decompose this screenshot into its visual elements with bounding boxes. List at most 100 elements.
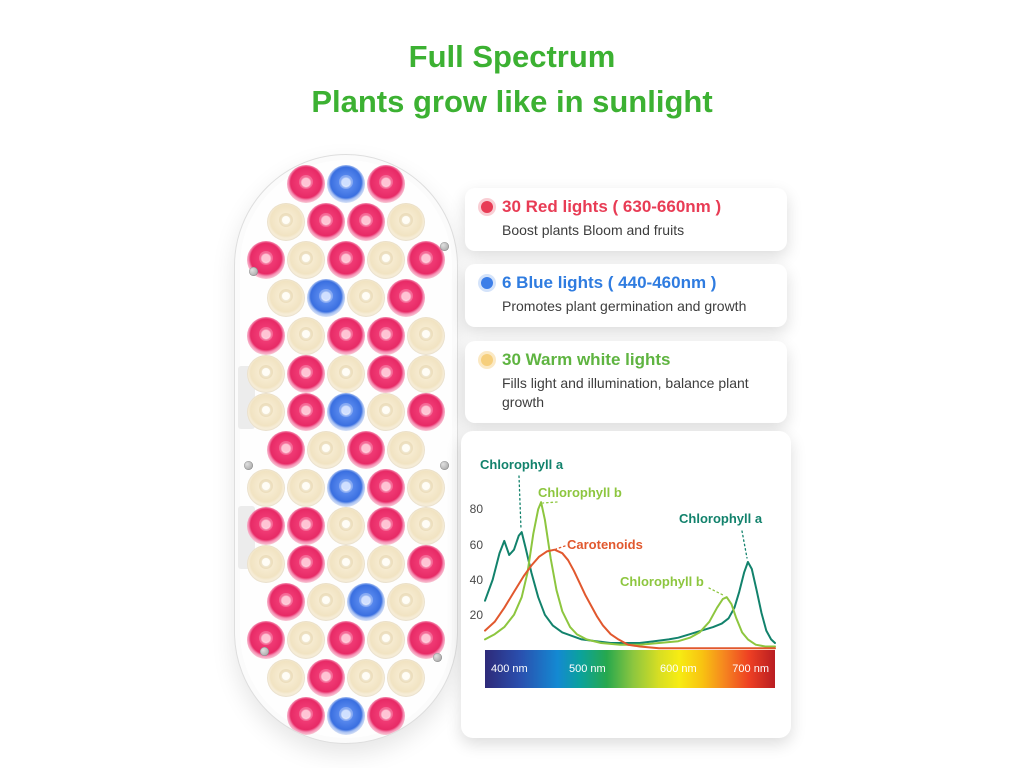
led-warm-white xyxy=(287,241,325,279)
led-warm-white xyxy=(347,279,385,317)
feature-title-row: 30 Warm white lights xyxy=(481,350,771,370)
led-row xyxy=(247,317,445,355)
feature-title-text: 6 Blue lights ( 440-460nm ) xyxy=(502,273,717,292)
x-tick-600nm: 600 nm xyxy=(660,663,697,675)
series-carotenoids xyxy=(484,548,776,650)
led-warm-white xyxy=(407,469,445,507)
annotation-chlorophyll-b-left: Chlorophyll b xyxy=(538,485,622,500)
led-red xyxy=(247,507,285,545)
series-chlorophyll-a xyxy=(484,531,776,644)
led-red xyxy=(347,431,385,469)
annotation-chlorophyll-b-right: Chlorophyll b xyxy=(620,574,704,589)
led-row xyxy=(287,697,405,735)
led-row xyxy=(267,583,425,621)
led-red xyxy=(367,317,405,355)
led-warm-white xyxy=(367,393,405,431)
led-red xyxy=(267,583,305,621)
led-red xyxy=(407,393,445,431)
title-line-2: Plants grow like in sunlight xyxy=(311,84,713,119)
led-red xyxy=(327,241,365,279)
leader-line xyxy=(518,475,522,530)
led-blue xyxy=(327,393,365,431)
led-warm-white xyxy=(287,469,325,507)
led-red xyxy=(327,317,365,355)
led-warm-white xyxy=(267,203,305,241)
spectrum-axis-bar: 400 nm 500 nm 600 nm 700 nm xyxy=(485,650,775,688)
led-red xyxy=(287,697,325,735)
x-tick-500nm: 500 nm xyxy=(569,663,606,675)
screw-icon xyxy=(249,267,258,276)
feature-description: Promotes plant germination and growth xyxy=(502,298,747,314)
feature-title-text: 30 Warm white lights xyxy=(502,350,671,369)
led-red xyxy=(387,279,425,317)
led-red xyxy=(407,545,445,583)
led-warm-white xyxy=(267,279,305,317)
screw-icon xyxy=(244,461,253,470)
led-grid xyxy=(235,165,457,735)
led-red xyxy=(367,507,405,545)
annotation-chlorophyll-a-right: Chlorophyll a xyxy=(679,511,763,526)
led-blue xyxy=(307,279,345,317)
leader-line xyxy=(741,530,748,559)
led-red xyxy=(287,165,325,203)
led-row xyxy=(247,241,445,279)
led-row xyxy=(267,279,425,317)
x-tick-700nm: 700 nm xyxy=(732,663,769,675)
led-row xyxy=(247,469,445,507)
led-red xyxy=(367,355,405,393)
led-warm-white xyxy=(327,355,365,393)
led-warm-white xyxy=(307,583,345,621)
led-blue xyxy=(327,469,365,507)
led-warm-white xyxy=(407,507,445,545)
led-red xyxy=(307,203,345,241)
screw-icon xyxy=(433,653,442,662)
feature-description: Fills light and illumination, balance pl… xyxy=(502,375,749,410)
led-red xyxy=(287,393,325,431)
led-warm-white xyxy=(347,659,385,697)
leader-line xyxy=(555,545,566,550)
led-red xyxy=(407,241,445,279)
led-warm-white xyxy=(407,317,445,355)
feature-title-row: 30 Red lights ( 630-660nm ) xyxy=(481,197,771,217)
led-warm-white xyxy=(387,431,425,469)
absorption-spectrum-chart: 80 60 40 20 400 nm 500 nm 600 nm 700 nm … xyxy=(469,445,781,695)
page-title: Full Spectrum Plants grow like in sunlig… xyxy=(0,34,1024,124)
absorption-spectrum-card: 80 60 40 20 400 nm 500 nm 600 nm 700 nm … xyxy=(461,431,791,738)
led-warm-white xyxy=(407,355,445,393)
screw-icon xyxy=(260,647,269,656)
y-tick-40: 40 xyxy=(469,573,483,587)
feature-title-text: 30 Red lights ( 630-660nm ) xyxy=(502,197,722,216)
feature-card-warm-white-lights: 30 Warm white lights Fills light and ill… xyxy=(465,341,787,423)
annotation-chlorophyll-a-left: Chlorophyll a xyxy=(480,457,564,472)
led-warm-white xyxy=(367,545,405,583)
red-light-dot-icon xyxy=(481,201,493,213)
led-red xyxy=(307,659,345,697)
led-red xyxy=(287,545,325,583)
led-row xyxy=(247,545,445,583)
led-row xyxy=(247,393,445,431)
led-warm-white xyxy=(267,659,305,697)
y-tick-80: 80 xyxy=(469,502,483,516)
led-warm-white xyxy=(287,621,325,659)
led-warm-white xyxy=(367,241,405,279)
led-red xyxy=(287,507,325,545)
led-warm-white xyxy=(327,507,365,545)
feature-card-blue-lights: 6 Blue lights ( 440-460nm ) Promotes pla… xyxy=(465,264,787,327)
led-warm-white xyxy=(387,659,425,697)
led-warm-white xyxy=(307,431,345,469)
led-red xyxy=(367,697,405,735)
series-chlorophyll-b xyxy=(484,501,776,648)
led-panel xyxy=(234,154,458,744)
y-tick-20: 20 xyxy=(469,608,483,622)
title-line-1: Full Spectrum xyxy=(408,39,616,74)
led-row xyxy=(267,659,425,697)
led-warm-white xyxy=(247,355,285,393)
led-red xyxy=(267,431,305,469)
screw-icon xyxy=(440,461,449,470)
led-blue xyxy=(327,697,365,735)
led-red xyxy=(347,203,385,241)
blue-light-dot-icon xyxy=(481,277,493,289)
led-row xyxy=(247,355,445,393)
leader-line xyxy=(708,587,724,596)
annotation-carotenoids: Carotenoids xyxy=(567,537,643,552)
